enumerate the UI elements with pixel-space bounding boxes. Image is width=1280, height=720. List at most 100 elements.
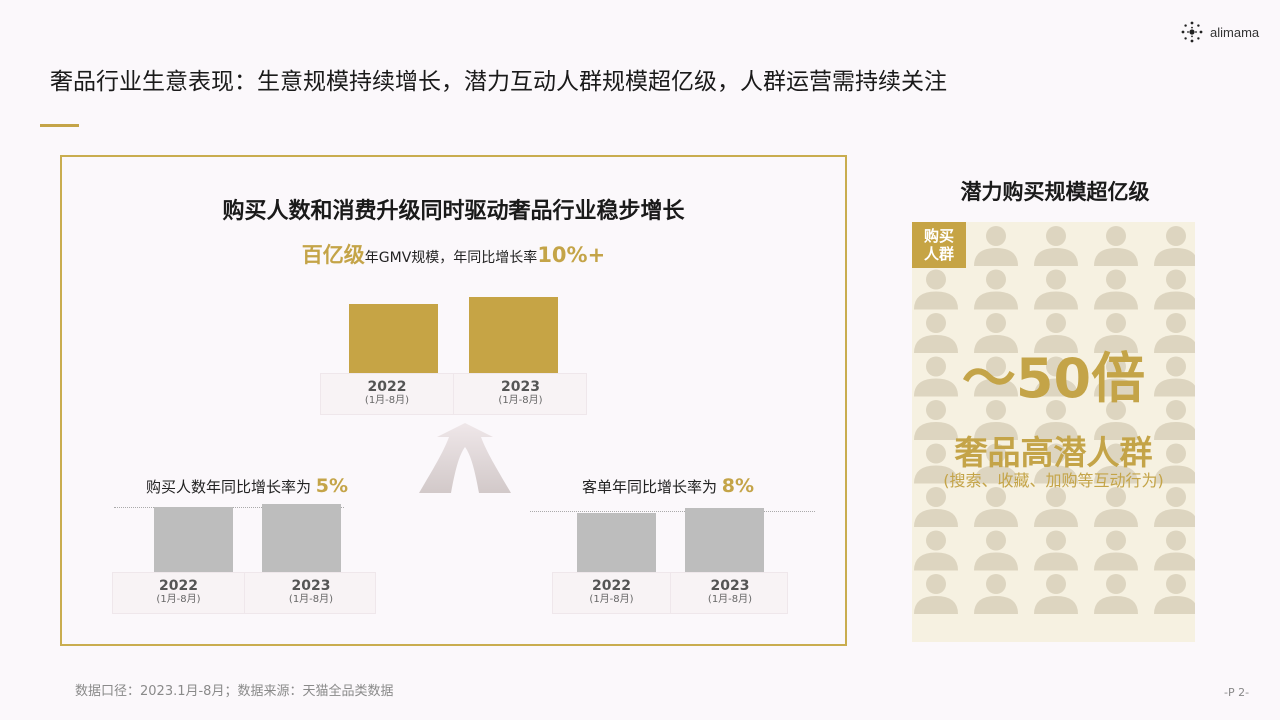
person-icon xyxy=(1154,530,1195,571)
person-icon xyxy=(1094,313,1138,353)
person-icon xyxy=(974,530,1018,571)
buyers-chart: 2022 (1月-8月) 2023 (1月-8月) xyxy=(62,157,845,644)
person-icon xyxy=(974,226,1018,266)
person-icon xyxy=(1094,400,1138,440)
person-icon xyxy=(1034,400,1078,440)
gmv-axis-labels: 2022 (1月-8月) 2023 (1月-8月) xyxy=(320,373,587,415)
aov-axis-labels: 2022 (1月-8月) 2023 (1月-8月) xyxy=(552,572,788,614)
buyers-tick-range: (1月-8月) xyxy=(288,594,334,605)
buyers-axis-labels: 2022 (1月-8月) 2023 (1月-8月) xyxy=(112,572,376,614)
person-icon xyxy=(974,443,1018,484)
person-icon xyxy=(974,269,1018,310)
person-icon xyxy=(974,400,1018,440)
buyers-tick-range: (1月-8月) xyxy=(156,594,201,605)
page-number: -P 2- xyxy=(1224,686,1250,699)
gmv-bar-2022 xyxy=(349,304,438,373)
person-icon xyxy=(1154,443,1195,484)
growth-panel: 购买人数和消费升级同时驱动奢品行业稳步增长 百亿级年GMV规模，年同比增长率10… xyxy=(60,155,847,646)
potential-title: 潜力购买规模超亿级 xyxy=(960,180,1150,204)
gmv-tick-year: 2023 xyxy=(501,379,540,395)
person-icon xyxy=(974,356,1018,397)
aov-tick-2022: 2022 (1月-8月) xyxy=(553,573,671,613)
gmv-tick-2022: 2022 (1月-8月) xyxy=(321,374,454,414)
gmv-tick-range: (1月-8月) xyxy=(498,395,543,406)
person-icon xyxy=(1154,400,1195,440)
title-accent-line xyxy=(40,124,79,127)
buyers-growth-text: 购买人数年同比增长率为 xyxy=(146,478,312,496)
aov-tick-year: 2023 xyxy=(710,578,750,594)
person-icon xyxy=(1034,530,1078,571)
crowd-people-icons xyxy=(914,226,1195,614)
person-icon xyxy=(1034,226,1078,266)
person-icon xyxy=(1094,487,1138,527)
person-icon xyxy=(1094,530,1138,571)
person-icon xyxy=(1034,269,1078,310)
person-icon xyxy=(914,269,958,310)
person-icon xyxy=(1034,443,1078,484)
logo-text: alimama xyxy=(1210,24,1260,40)
badge-line2: 人群 xyxy=(923,245,954,263)
person-icon xyxy=(1034,574,1078,614)
person-icon xyxy=(1154,487,1195,527)
alimama-logo: alimama xyxy=(1180,18,1259,46)
gmv-scale: 百亿级 xyxy=(301,243,365,267)
person-icon xyxy=(1154,269,1195,310)
gmv-chart: 2022 (1月-8月) 2023 (1月-8月) xyxy=(62,157,845,644)
up-arrow-icon xyxy=(419,423,511,493)
person-icon xyxy=(914,530,958,571)
buyers-growth-label: 购买人数年同比增长率为 5% xyxy=(146,475,348,497)
gmv-tick-year: 2022 xyxy=(367,379,407,395)
person-icon xyxy=(1034,313,1078,353)
person-icon xyxy=(1094,356,1138,397)
buyers-bar-2023 xyxy=(262,504,341,572)
aov-baseline xyxy=(530,511,815,512)
alimama-logo-icon xyxy=(1181,21,1203,43)
person-icon xyxy=(1034,356,1078,397)
buyers-tick-year: 2022 xyxy=(159,578,198,594)
person-icon xyxy=(974,313,1018,353)
aov-bar-2023 xyxy=(685,508,764,572)
aov-bar-2022 xyxy=(577,513,656,572)
buyers-growth-value: 5% xyxy=(315,475,349,497)
person-icon xyxy=(1154,574,1195,614)
buyers-bar-2022 xyxy=(154,507,233,572)
aov-tick-year: 2022 xyxy=(592,578,631,594)
crowd-note: (搜索、收藏、加购等互动行为) xyxy=(943,471,1164,490)
person-icon xyxy=(1094,226,1138,266)
panel-title: 购买人数和消费升级同时驱动奢品行业稳步增长 xyxy=(222,199,685,224)
person-icon xyxy=(914,356,958,397)
person-icon xyxy=(1154,226,1195,266)
person-icon xyxy=(974,487,1018,527)
person-icon xyxy=(1094,574,1138,614)
aov-chart: 2022 (1月-8月) 2023 (1月-8月) xyxy=(62,157,845,644)
buyers-tick-2023: 2023 (1月-8月) xyxy=(245,573,377,613)
buyers-baseline xyxy=(114,507,344,508)
person-icon xyxy=(1154,313,1195,353)
person-icon xyxy=(1094,269,1138,310)
multiple-value: ～50倍 xyxy=(961,347,1146,410)
gmv-tick-range: (1月-8月) xyxy=(364,395,410,406)
person-icon xyxy=(914,443,958,484)
page-title: 奢品行业生意表现：生意规模持续增长，潜力互动人群规模超亿级，人群运营需持续关注 xyxy=(50,69,947,95)
person-icon xyxy=(1034,487,1078,527)
gmv-bar-2023 xyxy=(469,297,558,373)
person-icon xyxy=(914,574,958,614)
aov-tick-2023: 2023 (1月-8月) xyxy=(671,573,789,613)
gmv-desc: 年GMV规模，年同比增长率 xyxy=(364,250,538,266)
aov-tick-range: (1月-8月) xyxy=(589,594,634,605)
gmv-growth: 10%+ xyxy=(537,243,606,267)
aov-growth-text: 客单年同比增长率为 xyxy=(582,478,718,496)
person-icon xyxy=(914,313,958,353)
crowd-panel: 购买 人群 ～50倍 奢品高潜人群 (搜索、收藏、加购等互动行为) xyxy=(912,222,1195,642)
aov-tick-range: (1月-8月) xyxy=(707,594,753,605)
gmv-subline: 百亿级年GMV规模，年同比增长率10%+ xyxy=(62,239,845,269)
crowd-category: 奢品高潜人群 xyxy=(954,433,1153,472)
person-icon xyxy=(914,400,958,440)
person-icon xyxy=(974,574,1018,614)
gmv-tick-2023: 2023 (1月-8月) xyxy=(454,374,587,414)
person-icon xyxy=(1094,443,1138,484)
badge-line1: 购买 xyxy=(923,227,954,245)
aov-growth-label: 客单年同比增长率为 8% xyxy=(582,475,754,497)
aov-growth-value: 8% xyxy=(721,475,755,497)
person-icon xyxy=(1154,356,1195,397)
